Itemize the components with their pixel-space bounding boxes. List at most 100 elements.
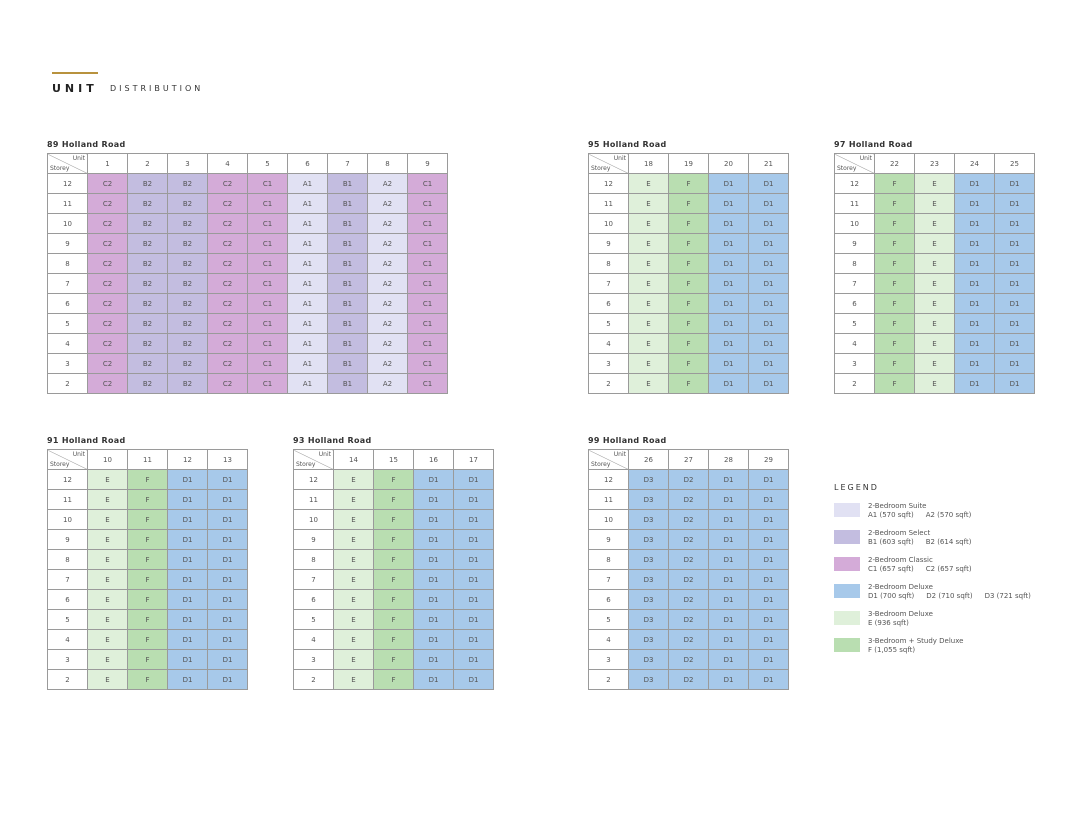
unit-type: E <box>914 213 955 234</box>
storey-number: 3 <box>47 353 88 374</box>
unit-type: E <box>87 649 128 670</box>
unit-type: D1 <box>748 489 789 510</box>
storey-row: 5 E F D1 D1 <box>293 609 494 630</box>
storey-row: 4 E F D1 D1 <box>293 629 494 650</box>
storey-number: 9 <box>47 233 88 254</box>
unit-type: F <box>874 253 915 274</box>
unit-type: E <box>914 373 955 394</box>
storey-number: 7 <box>834 273 875 294</box>
unit-type: D1 <box>708 293 749 314</box>
unit-type: D1 <box>167 509 208 530</box>
storey-number: 2 <box>293 669 334 690</box>
storey-number: 12 <box>47 469 88 490</box>
unit-type: D1 <box>708 353 749 374</box>
unit-type: C2 <box>87 173 128 194</box>
unit-type: C2 <box>207 293 248 314</box>
storey-row: 12 E F D1 D1 <box>588 173 789 194</box>
unit-number: 24 <box>954 153 995 174</box>
unit-type: A1 <box>287 353 328 374</box>
unit-type: E <box>87 589 128 610</box>
storey-row: 5 D3 D2 D1 D1 <box>588 609 789 630</box>
unit-type: F <box>373 629 414 650</box>
storey-row: 7 E F D1 D1 <box>293 569 494 590</box>
unit-type: C2 <box>207 193 248 214</box>
unit-number: 3 <box>167 153 208 174</box>
unit-type: D1 <box>453 569 494 590</box>
unit-type: D1 <box>708 669 749 690</box>
legend-type: B2 (614 sqft) <box>925 538 972 546</box>
unit-type: D1 <box>708 213 749 234</box>
storey-number: 5 <box>834 313 875 334</box>
storey-number: 9 <box>834 233 875 254</box>
storey-number: 6 <box>588 589 629 610</box>
unit-type: F <box>874 273 915 294</box>
unit-number: 11 <box>127 449 168 470</box>
unit-type: D1 <box>708 489 749 510</box>
unit-type: F <box>874 313 915 334</box>
unit-type: D1 <box>708 509 749 530</box>
storey-number: 4 <box>293 629 334 650</box>
unit-type: C2 <box>87 213 128 234</box>
unit-type: A1 <box>287 253 328 274</box>
unit-type: C2 <box>87 373 128 394</box>
storey-row: 11 C2 B2 B2 C2 C1 A1 B1 A2 C1 <box>47 193 448 214</box>
unit-type: D2 <box>668 669 709 690</box>
unit-type: D3 <box>628 509 669 530</box>
unit-type: B1 <box>327 313 368 334</box>
unit-type: D1 <box>167 469 208 490</box>
unit-type: D1 <box>413 469 454 490</box>
storey-row: 5 E F D1 D1 <box>47 609 248 630</box>
storey-label: Storey <box>50 461 70 468</box>
unit-type: B2 <box>127 213 168 234</box>
unit-type: F <box>874 233 915 254</box>
block-title: 89 Holland Road <box>47 140 126 149</box>
legend-name: 2-Bedroom Classic <box>868 556 933 564</box>
unit-type: C1 <box>407 293 448 314</box>
unit-type: C1 <box>247 313 288 334</box>
unit-type: C1 <box>407 193 448 214</box>
unit-type: D1 <box>413 649 454 670</box>
unit-type: F <box>874 293 915 314</box>
unit-type: D1 <box>207 509 248 530</box>
unit-type: B2 <box>167 173 208 194</box>
legend-title: LEGEND <box>834 483 879 492</box>
unit-type: F <box>668 293 709 314</box>
unit-type: F <box>127 589 168 610</box>
storey-number: 3 <box>588 353 629 374</box>
unit-type: C1 <box>247 333 288 354</box>
unit-type: E <box>333 609 374 630</box>
storey-row: 2 D3 D2 D1 D1 <box>588 669 789 690</box>
unit-type: E <box>628 253 669 274</box>
storey-row: 12 C2 B2 B2 C2 C1 A1 B1 A2 C1 <box>47 173 448 194</box>
storey-number: 11 <box>834 193 875 214</box>
storey-number: 7 <box>47 273 88 294</box>
header-row: Unit Storey 22 23 24 25 <box>834 153 1035 174</box>
legend-type: E (936 sqft) <box>868 619 909 627</box>
block-title: 95 Holland Road <box>588 140 667 149</box>
unit-type: C1 <box>407 333 448 354</box>
storey-row: 9 C2 B2 B2 C2 C1 A1 B1 A2 C1 <box>47 233 448 254</box>
storey-number: 12 <box>588 173 629 194</box>
unit-type: F <box>127 509 168 530</box>
storey-row: 11 E F D1 D1 <box>293 489 494 510</box>
unit-type: E <box>914 353 955 374</box>
unit-type: E <box>628 353 669 374</box>
storey-row: 3 E F D1 D1 <box>293 649 494 670</box>
unit-type: D1 <box>748 273 789 294</box>
legend-types: E (936 sqft) <box>868 619 921 627</box>
unit-type: D1 <box>207 649 248 670</box>
unit-type: A1 <box>287 213 328 234</box>
storey-number: 5 <box>588 609 629 630</box>
unit-type: E <box>333 669 374 690</box>
unit-type: D3 <box>628 469 669 490</box>
storey-number: 10 <box>47 509 88 530</box>
header-row: Unit Storey 10 11 12 13 <box>47 449 248 470</box>
unit-type: E <box>333 529 374 550</box>
unit-type: D1 <box>207 669 248 690</box>
unit-type: F <box>127 609 168 630</box>
unit-number: 29 <box>748 449 789 470</box>
unit-type: A1 <box>287 193 328 214</box>
storey-number: 12 <box>47 173 88 194</box>
unit-type: E <box>333 569 374 590</box>
unit-type: E <box>914 253 955 274</box>
